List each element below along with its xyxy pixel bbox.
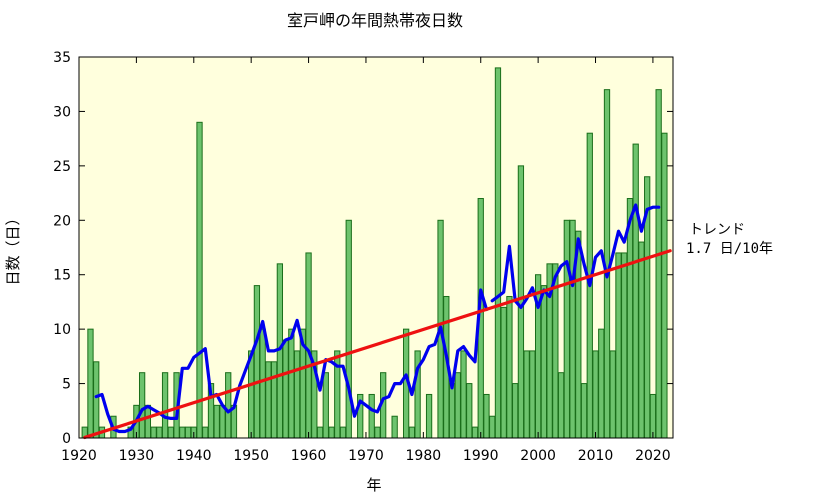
bar-2010 — [592, 350, 599, 439]
bar-1994 — [500, 306, 507, 439]
bar-2021 — [655, 89, 662, 439]
bar-1956 — [282, 339, 289, 439]
bar-2014 — [615, 252, 622, 439]
bar-1978 — [408, 426, 416, 439]
bar-1989 — [471, 426, 479, 439]
bar-2005 — [563, 219, 570, 439]
bar-2008 — [580, 383, 588, 439]
trend-group — [83, 249, 672, 440]
bar-2015 — [621, 252, 628, 439]
bar-2020 — [649, 393, 657, 439]
bar-1945 — [219, 404, 226, 439]
bar-1938 — [179, 426, 186, 439]
bar-1972 — [374, 426, 381, 439]
trend-label: トレンド — [689, 222, 745, 238]
x-axis: 1920 1930 1940 1950 1960 1970 1980 1990 2000 2010… — [61, 57, 671, 464]
bar-2004 — [557, 372, 565, 439]
bar-2017 — [632, 143, 639, 439]
bar-2016 — [626, 198, 634, 439]
bar-1952 — [259, 328, 266, 439]
bar-1962 — [316, 426, 324, 439]
bar-1939 — [184, 426, 192, 439]
bar-1941 — [196, 121, 203, 439]
bar-2001 — [540, 285, 548, 439]
bar-1988 — [466, 383, 473, 439]
bar-1953 — [265, 361, 272, 439]
bar-1999 — [529, 350, 536, 439]
bar-1922 — [87, 328, 94, 439]
y-tick-label-15: 15 — [53, 268, 71, 284]
x-tick-label-1960: 1960 — [291, 448, 327, 464]
x-tick-label-1950: 1950 — [233, 448, 269, 464]
trend-rate-label: 1.7 日/10年 — [686, 241, 773, 257]
bar-1958 — [293, 350, 301, 439]
bar-1942 — [202, 426, 209, 439]
plot-frame — [78, 56, 674, 439]
bar-1944 — [213, 404, 220, 439]
y-tick-label-35: 35 — [53, 50, 71, 66]
y-tick-label-0: 0 — [62, 431, 71, 447]
y-tick-label-30: 30 — [53, 104, 71, 120]
bar-2018 — [638, 241, 645, 439]
x-tick-label-1930: 1930 — [119, 448, 155, 464]
bar-2013 — [609, 350, 616, 439]
x-tick-label-1980: 1980 — [406, 448, 442, 464]
bar-1985 — [448, 383, 456, 439]
bar-1992 — [489, 415, 496, 439]
chart-title: 室戸岬の年間熱帯夜日数 — [287, 11, 463, 30]
bar-1964 — [328, 426, 335, 439]
bar-1998 — [523, 350, 530, 439]
bar-1971 — [368, 393, 375, 439]
y-axis: 0 5 10 15 20 25 30 35 — [53, 50, 673, 447]
x-tick-label-1940: 1940 — [176, 448, 212, 464]
bar-1933 — [150, 426, 157, 439]
moving-average-line-2 — [490, 203, 661, 309]
y-axis-label: 日数（日） — [4, 210, 22, 285]
bar-1946 — [225, 372, 232, 439]
bar-1957 — [288, 328, 295, 439]
bar-2011 — [598, 328, 605, 439]
bar-1996 — [512, 383, 519, 439]
bar-1993 — [494, 67, 502, 439]
x-tick-label-1920: 1920 — [61, 448, 97, 464]
bar-1975 — [391, 415, 398, 439]
y-tick-label-10: 10 — [53, 322, 71, 338]
bar-1931 — [138, 372, 146, 439]
bar-1935 — [161, 372, 169, 439]
x-tick-label-2010: 2010 — [578, 448, 614, 464]
x-tick-label-1970: 1970 — [348, 448, 384, 464]
trend-line — [83, 249, 672, 440]
bar-1987 — [460, 350, 467, 439]
bar-2003 — [552, 263, 559, 439]
bar-1936 — [167, 426, 174, 439]
bar-1954 — [270, 361, 278, 439]
y-tick-label-25: 25 — [53, 159, 71, 175]
x-tick-label-1990: 1990 — [463, 448, 499, 464]
bar-1981 — [425, 393, 433, 439]
bar-2022 — [661, 132, 668, 439]
bar-1963 — [322, 372, 329, 439]
x-tick-label-2020: 2020 — [635, 448, 671, 464]
x-tick-label-2000: 2000 — [520, 448, 556, 464]
bar-1991 — [483, 393, 490, 439]
bar-1986 — [454, 372, 461, 439]
x-axis-label: 年 — [366, 476, 381, 494]
bar-1995 — [506, 295, 513, 439]
bar-1960 — [305, 252, 312, 439]
y-tick-label-20: 20 — [53, 213, 71, 229]
bar-2006 — [569, 219, 576, 439]
y-tick-label-5: 5 — [62, 377, 71, 393]
bar-1967 — [345, 219, 352, 439]
bar-1923 — [93, 361, 100, 439]
bar-1951 — [253, 285, 261, 439]
bar-1934 — [156, 426, 163, 439]
bar-1932 — [144, 404, 152, 439]
bar-1966 — [339, 426, 347, 439]
